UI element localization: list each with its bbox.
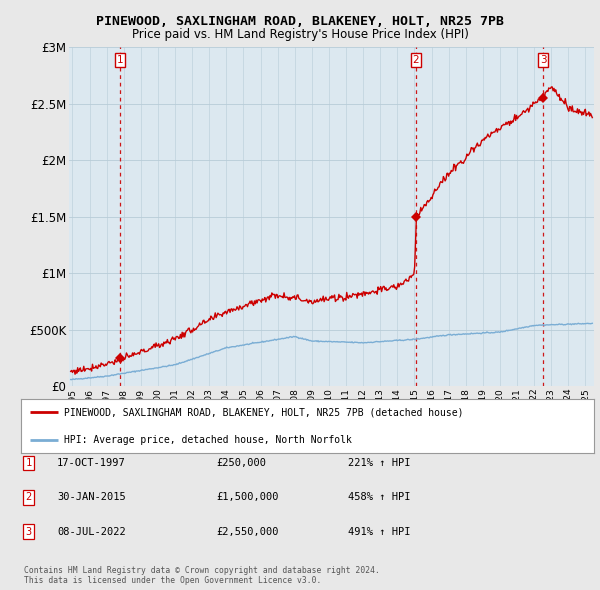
Text: 1: 1 xyxy=(26,458,32,468)
Text: 2: 2 xyxy=(412,55,419,65)
Text: 17-OCT-1997: 17-OCT-1997 xyxy=(57,458,126,468)
Text: £2,550,000: £2,550,000 xyxy=(216,527,278,536)
Text: £1,500,000: £1,500,000 xyxy=(216,493,278,502)
Text: 3: 3 xyxy=(26,527,32,536)
Text: Price paid vs. HM Land Registry's House Price Index (HPI): Price paid vs. HM Land Registry's House … xyxy=(131,28,469,41)
Text: 221% ↑ HPI: 221% ↑ HPI xyxy=(348,458,410,468)
Text: 458% ↑ HPI: 458% ↑ HPI xyxy=(348,493,410,502)
Text: Contains HM Land Registry data © Crown copyright and database right 2024.
This d: Contains HM Land Registry data © Crown c… xyxy=(24,566,380,585)
Text: 1: 1 xyxy=(117,55,124,65)
Text: PINEWOOD, SAXLINGHAM ROAD, BLAKENEY, HOLT, NR25 7PB: PINEWOOD, SAXLINGHAM ROAD, BLAKENEY, HOL… xyxy=(96,15,504,28)
Text: £250,000: £250,000 xyxy=(216,458,266,468)
Text: 30-JAN-2015: 30-JAN-2015 xyxy=(57,493,126,502)
Text: 08-JUL-2022: 08-JUL-2022 xyxy=(57,527,126,536)
Text: 2: 2 xyxy=(26,493,32,502)
Text: 3: 3 xyxy=(540,55,547,65)
Text: PINEWOOD, SAXLINGHAM ROAD, BLAKENEY, HOLT, NR25 7PB (detached house): PINEWOOD, SAXLINGHAM ROAD, BLAKENEY, HOL… xyxy=(64,408,463,417)
Text: 491% ↑ HPI: 491% ↑ HPI xyxy=(348,527,410,536)
Text: HPI: Average price, detached house, North Norfolk: HPI: Average price, detached house, Nort… xyxy=(64,435,352,444)
